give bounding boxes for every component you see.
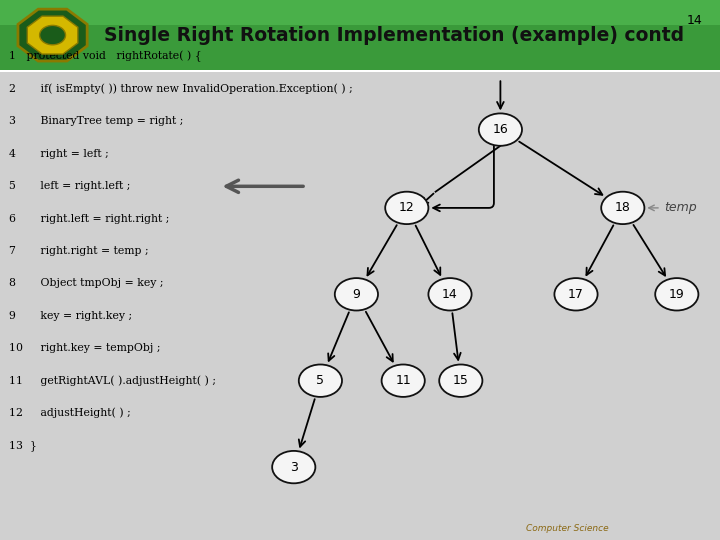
Text: 12     adjustHeight( ) ;: 12 adjustHeight( ) ; bbox=[9, 408, 130, 418]
Text: Single Right Rotation Implementation (example) contd: Single Right Rotation Implementation (ex… bbox=[104, 25, 685, 45]
Text: 11     getRightAVL( ).adjustHeight( ) ;: 11 getRightAVL( ).adjustHeight( ) ; bbox=[9, 375, 216, 386]
Text: 2       if( isEmpty( )) throw new InvalidOperation.Exception( ) ;: 2 if( isEmpty( )) throw new InvalidOpera… bbox=[9, 84, 352, 94]
Circle shape bbox=[335, 278, 378, 310]
FancyBboxPatch shape bbox=[0, 70, 720, 540]
FancyBboxPatch shape bbox=[0, 70, 720, 72]
Text: 9: 9 bbox=[353, 288, 360, 301]
Text: 19: 19 bbox=[669, 288, 685, 301]
Text: 1   protected void   rightRotate( ) {: 1 protected void rightRotate( ) { bbox=[9, 51, 202, 63]
Text: 7       right.right = temp ;: 7 right.right = temp ; bbox=[9, 246, 148, 256]
Text: 3: 3 bbox=[290, 461, 297, 474]
Text: 13  }: 13 } bbox=[9, 440, 37, 451]
Circle shape bbox=[299, 364, 342, 397]
Text: 14: 14 bbox=[442, 288, 458, 301]
Polygon shape bbox=[18, 9, 87, 61]
Circle shape bbox=[554, 278, 598, 310]
Text: 10     right.key = tempObj ;: 10 right.key = tempObj ; bbox=[9, 343, 160, 353]
Circle shape bbox=[40, 25, 66, 45]
Text: 8       Object tmpObj = key ;: 8 Object tmpObj = key ; bbox=[9, 279, 163, 288]
Text: 15: 15 bbox=[453, 374, 469, 387]
Text: 12: 12 bbox=[399, 201, 415, 214]
Text: 4       right = left ;: 4 right = left ; bbox=[9, 149, 109, 159]
Circle shape bbox=[439, 364, 482, 397]
Circle shape bbox=[382, 364, 425, 397]
Polygon shape bbox=[27, 16, 78, 54]
Text: 18: 18 bbox=[615, 201, 631, 214]
Circle shape bbox=[385, 192, 428, 224]
Text: 17: 17 bbox=[568, 288, 584, 301]
Circle shape bbox=[655, 278, 698, 310]
Text: 3       BinaryTree temp = right ;: 3 BinaryTree temp = right ; bbox=[9, 117, 183, 126]
Circle shape bbox=[428, 278, 472, 310]
Text: 11: 11 bbox=[395, 374, 411, 387]
FancyBboxPatch shape bbox=[0, 0, 720, 24]
Text: 9       key = right.key ;: 9 key = right.key ; bbox=[9, 311, 132, 321]
Text: 6       right.left = right.right ;: 6 right.left = right.right ; bbox=[9, 214, 169, 224]
Text: Computer Science: Computer Science bbox=[526, 524, 608, 533]
Text: 16: 16 bbox=[492, 123, 508, 136]
Text: 5: 5 bbox=[316, 374, 325, 387]
Circle shape bbox=[272, 451, 315, 483]
FancyBboxPatch shape bbox=[0, 0, 720, 70]
Circle shape bbox=[479, 113, 522, 146]
Text: 14: 14 bbox=[686, 14, 702, 26]
Text: 5       left = right.left ;: 5 left = right.left ; bbox=[9, 181, 130, 191]
Text: temp: temp bbox=[665, 201, 697, 214]
Circle shape bbox=[601, 192, 644, 224]
